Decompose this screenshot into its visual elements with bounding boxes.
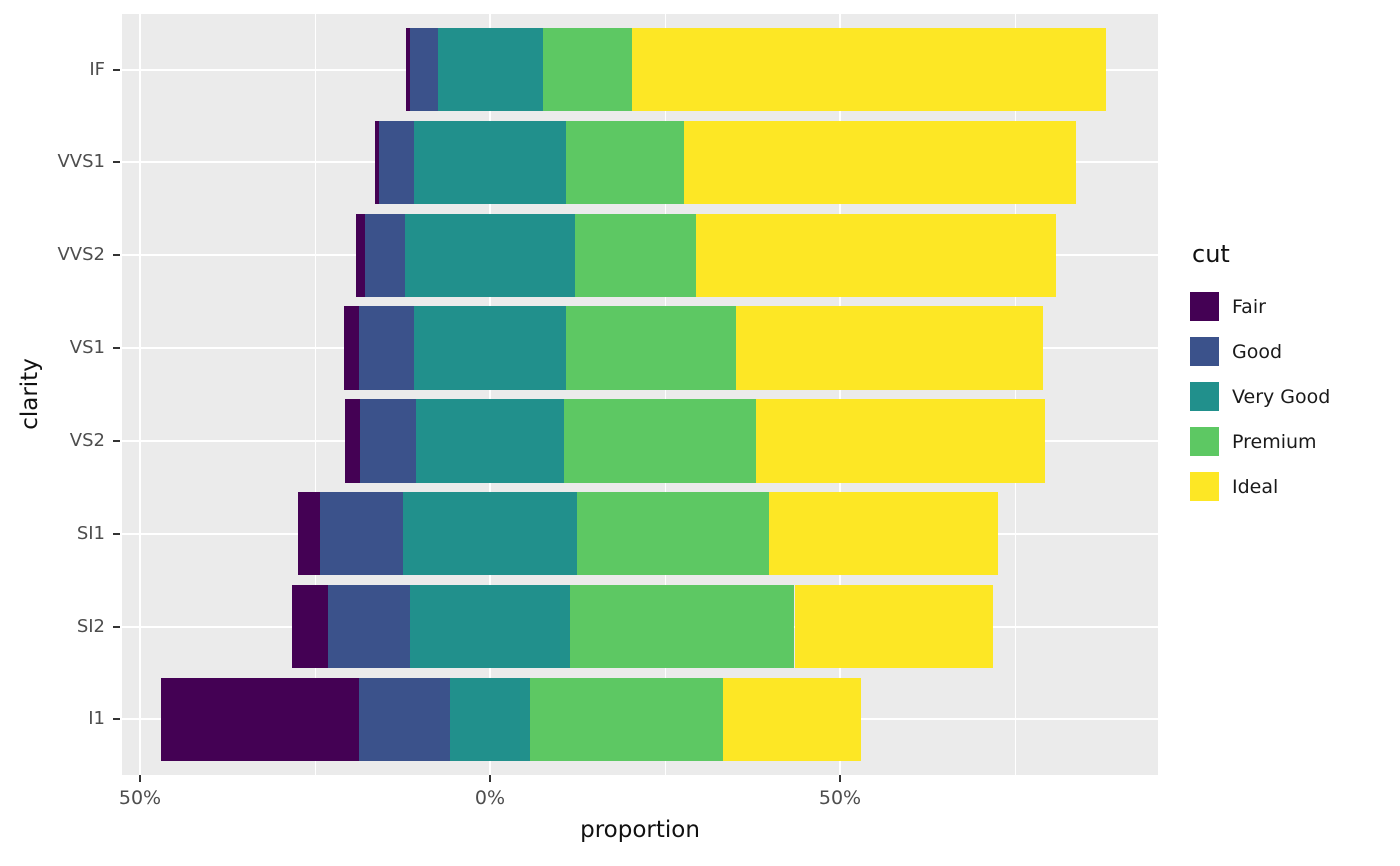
legend-swatch-premium [1190,427,1219,456]
bar-segment-vs2-very-good [416,399,564,483]
y-tick-label-vs1: VS1 [69,337,105,359]
bar-segment-i1-ideal [723,677,862,762]
legend-item-premium: Premium [1190,427,1330,456]
bar-segment-si2-very-good [410,584,570,669]
legend-label-fair: Fair [1232,295,1266,318]
legend-swatch-good [1190,337,1219,366]
x-gridline-minor [314,14,316,775]
bar-segment-vs2-premium [563,399,756,483]
bar-segment-i1-very-good [450,677,530,762]
bar-segment-vs1-fair [344,306,359,390]
y-tick-mark [113,254,120,257]
legend-keys: Fair Good Very Good Premium Ideal [1190,292,1330,501]
legend-swatch-fair [1190,292,1219,321]
y-tick-label-if: IF [89,58,105,80]
y-tick-mark [113,532,120,535]
bar-segment-vs1-good [358,306,415,390]
bar-segment-if-ideal [632,27,1106,112]
legend-label-ideal: Ideal [1232,475,1279,498]
legend-swatch-ideal [1190,472,1219,501]
x-axis-labels: 50% 0% 50% [0,775,1400,825]
bar-segment-vvs2-premium [575,213,696,298]
y-axis-labels: IF VVS1 VVS2 VS1 VS2 SI1 SI2 I1 [0,0,121,866]
y-tick-label-vvs2: VVS2 [57,244,105,266]
legend: cut Fair Good Very Good Premium Ideal [1190,240,1330,517]
bar-segment-vs2-fair [345,399,361,483]
bar-segment-vvs1-ideal [683,120,1076,205]
x-gridline-minor [1014,14,1016,775]
x-tick-label: 0% [474,787,506,809]
legend-label-very-good: Very Good [1232,385,1331,408]
bar-segment-i1-good [359,677,451,762]
bar-segment-if-good [409,27,438,112]
y-tick-mark [113,439,120,442]
bar-segment-si1-ideal [768,491,999,576]
bar-segment-vvs2-very-good [404,213,576,298]
bar-segment-vs2-ideal [755,399,1046,483]
x-tick-label: 50% [818,787,862,809]
legend-title: cut [1192,240,1230,268]
bar-segment-vvs1-good [378,120,415,205]
y-tick-label-vs2: VS2 [69,429,105,451]
x-tick-mark [489,775,491,782]
bar-segment-si1-premium [576,491,769,576]
legend-item-very-good: Very Good [1190,382,1330,411]
x-gridline-major [139,14,141,775]
bar-segment-vs2-good [360,399,417,483]
bar-segment-si1-good [319,491,404,576]
legend-item-ideal: Ideal [1190,472,1330,501]
y-tick-label-i1: I1 [88,708,105,730]
bar-segment-si2-premium [569,584,795,669]
bar-segment-vs1-ideal [736,306,1044,390]
bar-segment-vvs1-fair [375,120,379,205]
legend-label-good: Good [1232,340,1283,363]
bar-segment-si1-very-good [403,491,577,576]
y-tick-mark [113,161,120,164]
x-gridline-major [839,14,841,775]
bar-segment-vvs2-good [365,213,405,298]
x-tick-label: 50% [118,787,162,809]
y-tick-mark [113,625,120,628]
bar-segment-i1-fair [161,677,360,762]
legend-label-premium: Premium [1232,430,1317,453]
y-tick-label-vvs1: VVS1 [57,151,105,173]
bar-segment-vs1-very-good [414,306,566,390]
x-axis-title: proportion [580,817,700,843]
x-gridline-minor [664,14,666,775]
y-tick-label-si1: SI1 [76,522,105,544]
legend-item-good: Good [1190,337,1330,366]
bar-segment-vvs2-ideal [695,213,1056,298]
legend-item-fair: Fair [1190,292,1330,321]
bar-segment-vvs1-premium [565,120,684,205]
y-tick-mark [113,347,120,350]
bar-segment-if-premium [542,27,633,112]
plot-panel [122,14,1158,775]
bar-segment-vvs2-fair [355,213,366,298]
bar-segment-si1-fair [298,491,320,576]
y-tick-label-si2: SI2 [76,615,105,637]
bar-segment-if-very-good [437,27,543,112]
y-axis-title: clarity [17,358,43,430]
x-tick-mark [139,775,141,782]
y-tick-mark [113,68,120,71]
bar-segment-si2-fair [291,584,328,669]
y-tick-mark [113,718,120,721]
bar-segment-vs1-premium [565,306,737,390]
bar-segment-vvs1-very-good [414,120,566,205]
bar-segment-if-fair [406,27,410,112]
bar-segment-i1-premium [529,677,724,762]
legend-swatch-very-good [1190,382,1219,411]
bar-segment-si2-ideal [794,584,993,669]
x-tick-mark [839,775,841,782]
x-gridline-major [489,14,491,775]
bar-segment-si2-good [327,584,411,669]
